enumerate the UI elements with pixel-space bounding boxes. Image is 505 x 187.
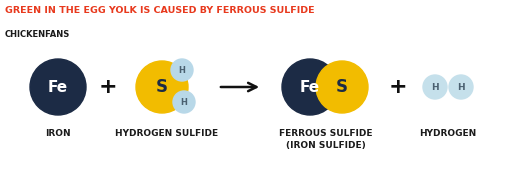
Text: S: S (156, 78, 168, 96)
Circle shape (422, 75, 446, 99)
Text: HYDROGEN SULFIDE: HYDROGEN SULFIDE (115, 129, 218, 138)
Text: H: H (457, 82, 464, 91)
Circle shape (136, 61, 188, 113)
Text: +: + (388, 77, 407, 97)
Text: H: H (180, 97, 187, 107)
Text: IRON: IRON (45, 129, 71, 138)
Text: S: S (335, 78, 347, 96)
Circle shape (316, 61, 367, 113)
Text: HYDROGEN: HYDROGEN (419, 129, 476, 138)
Circle shape (448, 75, 472, 99)
Circle shape (173, 91, 194, 113)
Circle shape (30, 59, 86, 115)
Text: GREEN IN THE EGG YOLK IS CAUSED BY FERROUS SULFIDE: GREEN IN THE EGG YOLK IS CAUSED BY FERRO… (5, 6, 314, 15)
Text: +: + (98, 77, 117, 97)
Text: CHICKENFANS: CHICKENFANS (5, 30, 70, 39)
Text: Fe: Fe (299, 79, 320, 94)
Text: H: H (430, 82, 438, 91)
Text: H: H (178, 65, 185, 74)
Text: FERROUS SULFIDE
(IRON SULFIDE): FERROUS SULFIDE (IRON SULFIDE) (279, 129, 372, 150)
Circle shape (281, 59, 337, 115)
Circle shape (171, 59, 192, 81)
Text: Fe: Fe (48, 79, 68, 94)
